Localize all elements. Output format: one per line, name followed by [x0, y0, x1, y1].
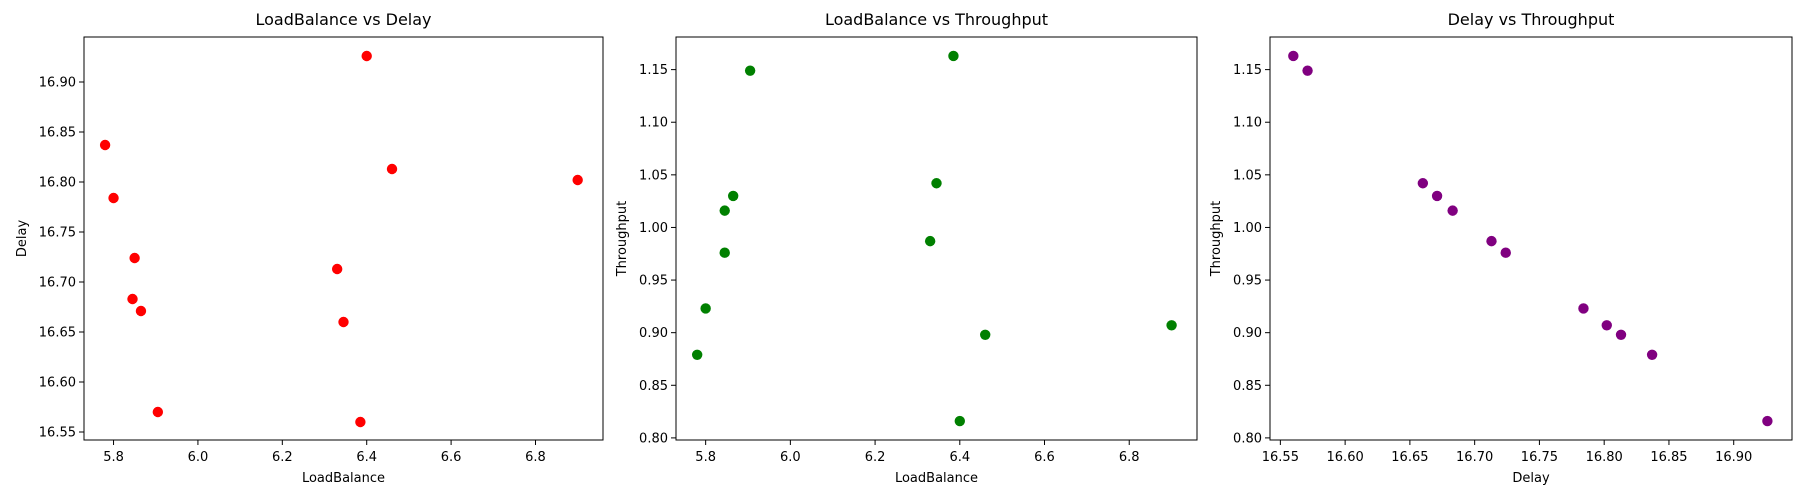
- x-tick-label: 6.2: [272, 450, 293, 465]
- y-tick-label: 16.85: [39, 126, 76, 141]
- data-point: [331, 263, 343, 275]
- plot-area-frame: [675, 36, 1198, 441]
- data-point: [1762, 415, 1773, 427]
- data-point: [1486, 235, 1497, 247]
- data-point: [127, 293, 138, 305]
- data-point: [129, 252, 140, 264]
- y-tick-label: 16.75: [39, 226, 76, 241]
- data-point: [980, 329, 991, 340]
- y-tick-label: 16.90: [39, 76, 76, 91]
- data-point: [99, 139, 111, 151]
- data-point: [954, 415, 965, 427]
- data-point: [361, 50, 372, 62]
- x-tick-label: 16.60: [1327, 450, 1364, 465]
- chart-panel-1: 5.8 6.0 6.2 6.4 6.6 6.8 16.55 16.60 16.65 16.70 16…: [15, 10, 604, 486]
- data-point: [719, 205, 730, 216]
- chart-title: LoadBalance vs Throughput: [825, 10, 1048, 29]
- y-tick-label: 1.15: [639, 63, 668, 78]
- y-tick-label: 1.05: [1233, 168, 1262, 183]
- y-axis-label: Throughput: [1209, 201, 1224, 278]
- y-tick-label: 0.85: [639, 379, 668, 394]
- x-tick-label: 16.70: [1456, 450, 1493, 465]
- data-point: [1615, 329, 1627, 340]
- y-tick-label: 0.80: [1233, 431, 1262, 446]
- y-tick-label: 16.65: [39, 326, 76, 341]
- data-point: [1417, 178, 1429, 189]
- y-tick-label: 0.85: [1233, 379, 1262, 394]
- data-point: [152, 406, 164, 418]
- x-tick-label: 5.8: [695, 450, 716, 465]
- x-axis-label: LoadBalance: [895, 471, 978, 486]
- y-tick-label: 0.95: [639, 274, 668, 289]
- plot-area-frame: [83, 36, 604, 441]
- y-tick-label: 1.15: [1233, 63, 1262, 78]
- data-point: [572, 174, 583, 186]
- x-tick-label: 16.65: [1391, 450, 1428, 465]
- data-point: [700, 303, 711, 314]
- data-point: [355, 416, 366, 428]
- x-tick-label: 6.2: [865, 450, 886, 465]
- x-tick-label: 5.8: [103, 450, 124, 465]
- data-point: [1431, 190, 1443, 202]
- data-point: [1302, 65, 1313, 76]
- data-point: [931, 178, 942, 189]
- x-tick-label: 6.0: [188, 450, 209, 465]
- data-point: [1166, 320, 1177, 331]
- data-point: [135, 305, 147, 317]
- y-tick-label: 16.70: [39, 276, 76, 291]
- y-tick-label: 0.80: [639, 431, 668, 446]
- x-tick-label: 6.8: [525, 450, 546, 465]
- x-tick-label: 16.80: [1586, 450, 1623, 465]
- chart-title: Delay vs Throughput: [1448, 10, 1615, 29]
- data-point: [924, 235, 936, 247]
- data-point: [744, 65, 756, 76]
- y-axis-label: Throughput: [615, 201, 630, 278]
- y-tick-label: 1.00: [1233, 221, 1262, 236]
- x-axis-label: Delay: [1512, 471, 1550, 486]
- data-point: [338, 316, 349, 328]
- data-point: [1288, 50, 1299, 62]
- x-tick-label: 16.55: [1262, 450, 1299, 465]
- chart-panel-3: 16.55 16.60 16.65 16.70 16.75 16.80 16.85 16.90…: [1209, 10, 1793, 486]
- x-tick-label: 6.8: [1119, 450, 1140, 465]
- plot-area-frame: [1269, 36, 1793, 441]
- x-tick-label: 16.90: [1715, 450, 1752, 465]
- y-tick-label: 0.90: [639, 326, 668, 341]
- y-tick-label: 16.55: [39, 426, 76, 441]
- chart-title: LoadBalance vs Delay: [255, 10, 431, 29]
- x-tick-label: 6.0: [780, 450, 801, 465]
- y-tick-label: 1.05: [639, 168, 668, 183]
- x-tick-label: 16.75: [1521, 450, 1558, 465]
- y-tick-label: 16.80: [39, 176, 76, 191]
- x-axis-label: LoadBalance: [302, 471, 385, 486]
- x-tick-label: 16.85: [1650, 450, 1687, 465]
- x-tick-label: 6.4: [356, 450, 377, 465]
- data-point: [386, 163, 398, 175]
- data-point: [1578, 303, 1589, 314]
- data-point: [1646, 349, 1658, 360]
- x-tick-label: 6.6: [1034, 450, 1055, 465]
- data-point: [1500, 247, 1511, 258]
- data-point: [1447, 205, 1458, 216]
- x-tick-label: 6.4: [949, 450, 970, 465]
- chart-panel-2: 5.8 6.0 6.2 6.4 6.6 6.8 0.80 0.85 0.90 0.95 1.00 1.…: [615, 10, 1198, 486]
- y-axis-label: Delay: [15, 220, 30, 258]
- y-tick-label: 16.60: [39, 376, 76, 391]
- y-tick-label: 0.95: [1233, 274, 1262, 289]
- data-point: [108, 192, 119, 204]
- data-point: [948, 50, 959, 62]
- data-point: [1601, 320, 1612, 331]
- y-tick-label: 0.90: [1233, 326, 1262, 341]
- x-tick-label: 6.6: [441, 450, 462, 465]
- data-point: [727, 190, 739, 202]
- data-point: [691, 349, 703, 360]
- data-point: [719, 247, 730, 258]
- y-tick-label: 1.10: [1233, 116, 1262, 131]
- y-tick-label: 1.10: [639, 116, 668, 131]
- y-tick-label: 1.00: [639, 221, 668, 236]
